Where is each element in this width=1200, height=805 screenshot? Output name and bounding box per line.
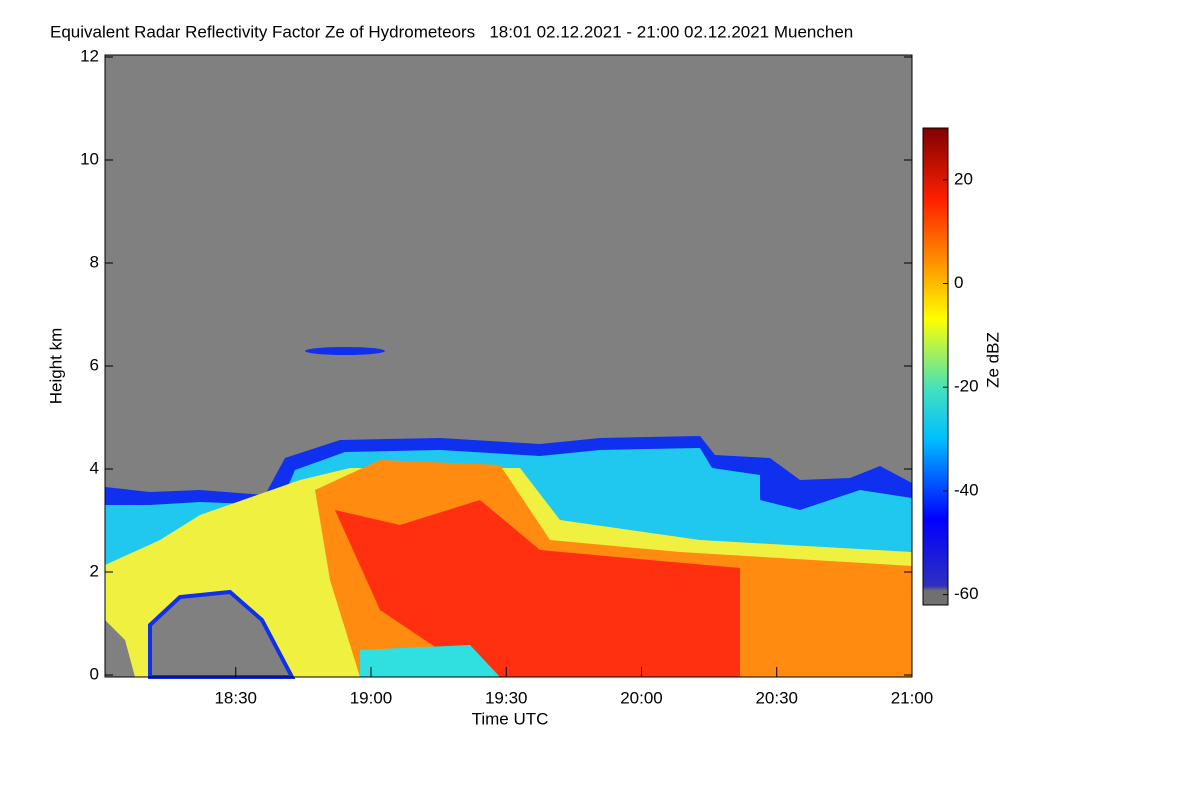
y-tick-label: 0 xyxy=(90,664,99,683)
plot-field xyxy=(105,55,912,679)
colorbar-tick-label: 20 xyxy=(954,169,973,188)
y-tick-label: 8 xyxy=(90,252,99,271)
x-tick-label: 19:00 xyxy=(350,688,393,707)
y-tick-label: 6 xyxy=(90,355,99,374)
y-tick-label: 10 xyxy=(80,149,99,168)
colorbar xyxy=(922,127,949,606)
colorbar-tick-label: -20 xyxy=(954,377,979,396)
x-tick-label: 20:30 xyxy=(755,688,798,707)
x-tick-label: 20:00 xyxy=(620,688,663,707)
colorbar-tick-label: -40 xyxy=(954,480,979,499)
colorbar-label: Ze dBZ xyxy=(983,332,1002,388)
x-tick-label: 18:30 xyxy=(214,688,257,707)
x-axis-label: Time UTC xyxy=(472,709,549,728)
y-tick-label: 4 xyxy=(90,458,99,477)
y-axis-label: Height km xyxy=(46,328,65,405)
x-tick-label: 19:30 xyxy=(485,688,528,707)
colorbar-tick-label: -60 xyxy=(954,584,979,603)
y-tick-label: 2 xyxy=(90,561,99,580)
x-tick-label: 21:00 xyxy=(891,688,934,707)
colorbar-tick-label: 0 xyxy=(954,273,963,292)
y-tick-label: 12 xyxy=(80,46,99,65)
chart-title: Equivalent Radar Reflectivity Factor Ze … xyxy=(50,22,853,41)
